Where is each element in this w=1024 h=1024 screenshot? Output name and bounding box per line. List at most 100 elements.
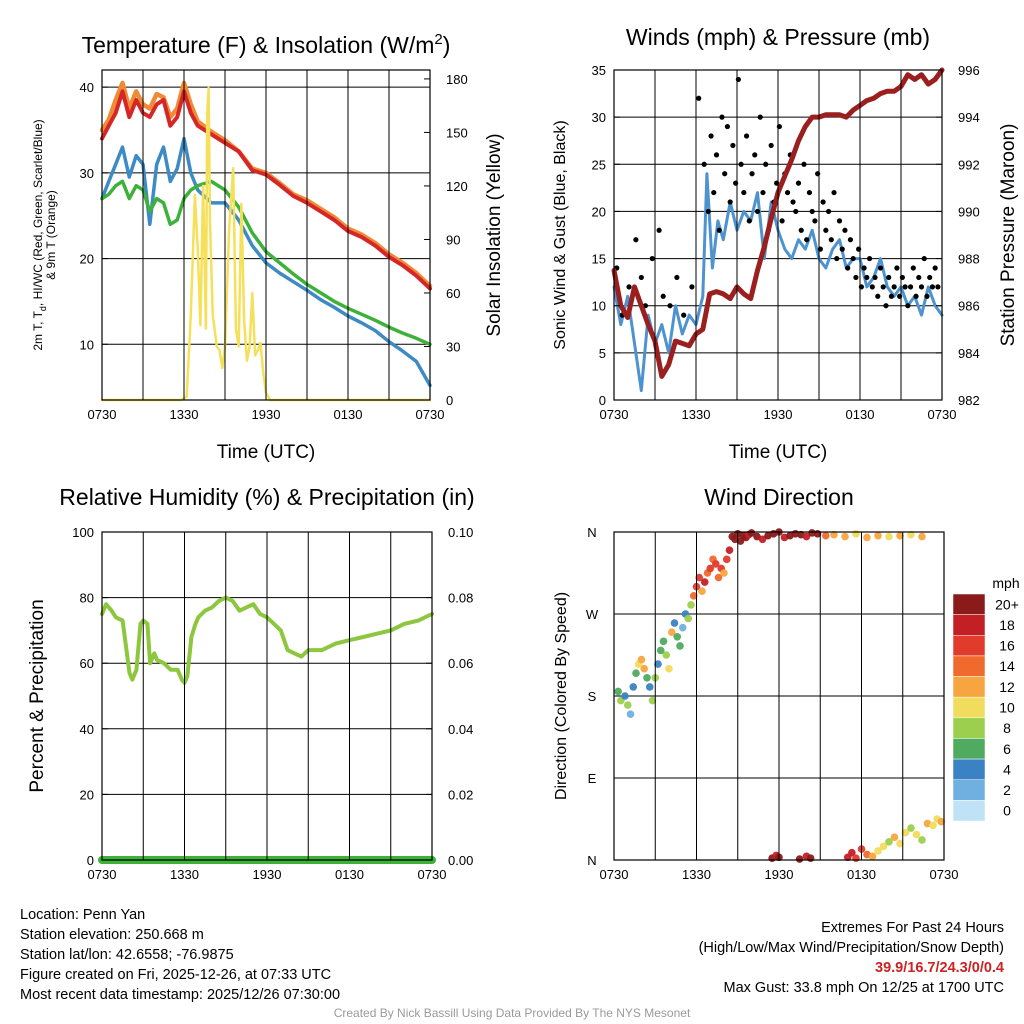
y-tick-label-right: 0.04 <box>448 722 473 737</box>
station-location: Location: Penn Yan <box>20 907 146 923</box>
gust-point <box>850 255 856 262</box>
direction-point <box>918 836 926 844</box>
y-tick-label-left: 5 <box>599 346 606 361</box>
gust-point <box>674 274 680 281</box>
chart-title: Temperature (F) & Insolation (W/m2) <box>82 31 451 58</box>
extremes-legend: (High/Low/Max Wind/Precipitation/Snow De… <box>698 940 1004 956</box>
colorbar-label: 8 <box>1003 720 1011 736</box>
y-tick-label-right: 986 <box>958 299 980 314</box>
most-recent-timestamp: Most recent data timestamp: 2025/12/26 0… <box>20 987 341 1003</box>
direction-point <box>852 530 860 538</box>
gust-point <box>861 265 867 271</box>
extremes-info: Extremes For Past 24 Hours (High/Low/Max… <box>699 918 1004 998</box>
gust-point <box>757 114 763 120</box>
y-axis-label-right: Solar Insolation (Yellow) <box>484 133 505 336</box>
y-axis-label-left: Sonic Wind & Gust (Blue, Black) <box>552 120 569 349</box>
direction-point <box>863 533 871 542</box>
gust-point <box>869 284 875 290</box>
y-tick-label-right: 120 <box>446 179 468 194</box>
direction-point <box>654 660 662 668</box>
colorbar-swatch <box>952 800 986 822</box>
colorbar-label: 4 <box>1003 761 1011 777</box>
direction-point <box>821 531 830 540</box>
gust-point <box>626 284 632 290</box>
x-tick-label: 0730 <box>600 867 629 882</box>
y-tick-label-direction: W <box>586 607 599 622</box>
gust-point <box>828 237 834 243</box>
plot-frame <box>613 69 943 401</box>
gust-point <box>681 312 687 318</box>
gust-point <box>730 142 736 149</box>
chart-title: Wind Direction <box>704 484 854 510</box>
direction-point <box>695 573 704 582</box>
gust-point <box>722 171 728 177</box>
y-tick-label-right: 984 <box>958 346 980 361</box>
direction-point <box>848 848 856 857</box>
gust-point <box>701 161 707 167</box>
gust-point <box>801 161 807 167</box>
gust-point <box>913 293 919 299</box>
gust-point <box>741 189 747 196</box>
gust-point <box>749 171 755 177</box>
direction-point <box>698 587 706 596</box>
gust-point <box>754 208 761 215</box>
gust-point <box>793 208 799 215</box>
gust-point <box>932 265 938 271</box>
gust-point <box>921 255 927 262</box>
gust-point <box>907 284 914 290</box>
gust-point <box>918 284 925 290</box>
direction-point <box>885 532 893 541</box>
gust-point <box>760 189 766 196</box>
series-line-2m-t <box>100 89 432 291</box>
gust-point <box>812 218 818 224</box>
direction-point <box>890 833 899 842</box>
y-tick-label-left: 0 <box>599 393 606 408</box>
direction-point <box>645 683 654 691</box>
direction-point <box>901 828 910 837</box>
station-latlon: Station lat/lon: 42.6558; -76.9875 <box>20 947 234 963</box>
y-tick-label-left: 25 <box>592 157 606 172</box>
gust-point <box>768 142 774 149</box>
y-axis-label-right: Station Pressure (Maroon) <box>998 124 1019 347</box>
colorbar-label: 10 <box>999 700 1015 716</box>
colorbar-swatch <box>952 614 986 636</box>
gust-point <box>738 161 744 167</box>
extremes-values: 39.9/16.7/24.3/0/0.4 <box>875 960 1004 976</box>
gust-point <box>902 284 908 290</box>
figure-created: Figure created on Fri, 2025-12-26, at 07… <box>20 967 332 983</box>
gust-point <box>845 265 851 271</box>
gust-point <box>795 180 802 186</box>
gust-point <box>727 199 733 205</box>
y-tick-label-left: 40 <box>80 80 94 95</box>
gust-point <box>696 95 702 101</box>
colorbar-label: 2 <box>1003 782 1011 798</box>
gust-point <box>716 227 722 233</box>
y-axis-label-left-line2: & 9m T (Orange) <box>44 190 58 280</box>
direction-point <box>689 591 698 600</box>
gust-point <box>883 303 889 309</box>
gust-point <box>880 284 886 290</box>
direction-point <box>885 837 893 846</box>
gust-point <box>847 237 854 243</box>
extremes-heading: Extremes For Past 24 Hours <box>821 920 1004 936</box>
direction-point <box>665 664 673 673</box>
y-tick-label-left: 100 <box>72 525 94 540</box>
direction-point <box>802 532 811 541</box>
x-tick-label: 0130 <box>846 407 875 422</box>
gust-point <box>804 237 810 243</box>
x-axis-label: Time (UTC) <box>729 442 828 463</box>
gust-point <box>866 255 873 262</box>
y-tick-label-left: 30 <box>80 166 94 181</box>
series-line-sonic-wind <box>612 172 944 393</box>
x-tick-label: 1930 <box>764 407 793 422</box>
direction-point <box>896 531 904 540</box>
gust-point <box>875 293 881 299</box>
gust-point <box>809 208 815 215</box>
gust-point <box>806 189 813 196</box>
max-gust: Max Gust: 33.8 mph On 12/25 at 1700 UTC <box>723 980 1004 996</box>
direction-point <box>670 619 679 627</box>
series-line-relative-humidity <box>100 595 434 685</box>
direction-point <box>706 564 715 573</box>
direction-point <box>907 824 915 832</box>
y-tick-label-direction: E <box>588 771 597 786</box>
